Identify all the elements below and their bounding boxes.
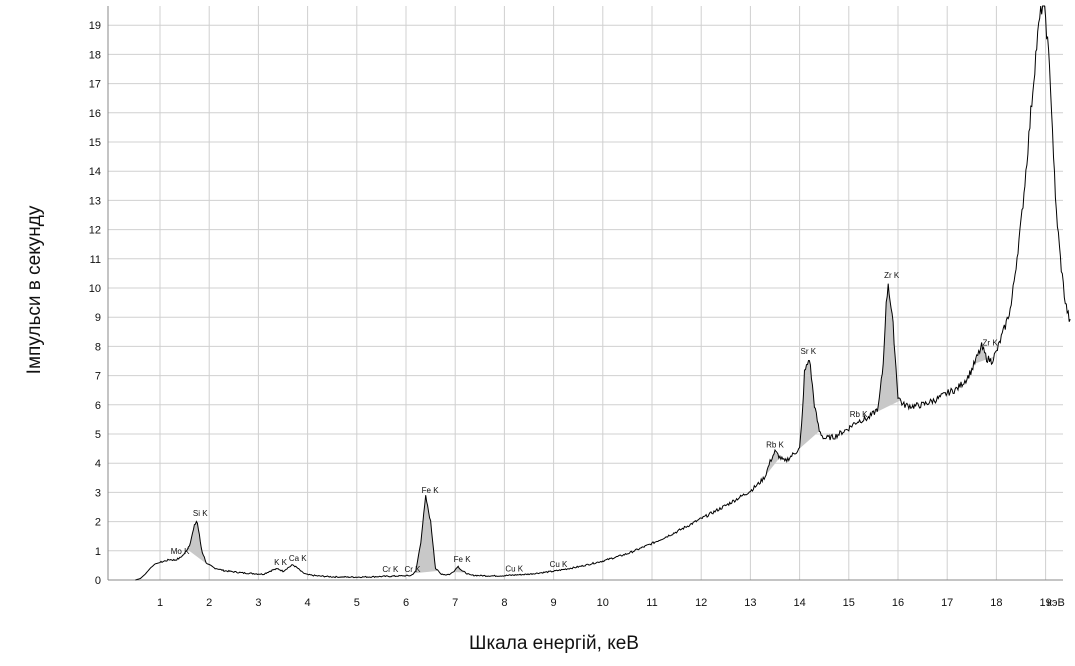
y-tick-label: 3: [95, 487, 101, 499]
x-tick-label: 14: [793, 597, 805, 609]
x-tick-label: 9: [551, 597, 557, 609]
y-tick-label: 18: [89, 49, 101, 61]
x-tick-label: 1: [157, 597, 163, 609]
peak-fill: [413, 499, 438, 574]
y-tick-label: 5: [95, 429, 101, 441]
y-tick-label: 1: [95, 546, 101, 558]
spectrum-line: [135, 5, 1071, 581]
peak-label: Rb K: [850, 410, 868, 419]
y-tick-label: 6: [95, 400, 101, 412]
peak-label: Cr K: [404, 565, 421, 574]
grid: [107, 6, 1063, 581]
x-tick-label: 6: [403, 597, 409, 609]
peak-fill: [762, 452, 780, 480]
x-tick-label: 2: [206, 597, 212, 609]
y-tick-label: 12: [89, 225, 101, 237]
peak-label: Si K: [193, 509, 208, 518]
y-tick-label: 2: [95, 517, 101, 529]
y-tick-label: 7: [95, 371, 101, 383]
x-tick-label: 7: [452, 597, 458, 609]
x-tick-label: 12: [695, 597, 707, 609]
y-tick-label: 16: [89, 108, 101, 120]
x-tick-label: 15: [843, 597, 855, 609]
y-axis-title: Імпульси в секунду: [24, 205, 45, 374]
x-tick-label: 4: [305, 597, 311, 609]
x-tick-label: 5: [354, 597, 360, 609]
y-tick-label: 8: [95, 341, 101, 353]
y-tick-label: 4: [95, 458, 101, 470]
peak-label: Zr K: [884, 271, 900, 280]
peak-label: Zr K: [983, 338, 999, 347]
y-tick-label: 19: [89, 20, 101, 32]
peak-label: Cu K: [505, 565, 523, 574]
y-tick-label: 17: [89, 79, 101, 91]
peak-label: Ca K: [289, 554, 307, 563]
peak-fill: [873, 282, 901, 414]
peak-label: Cr K: [382, 565, 399, 574]
peak-fill: [797, 359, 820, 451]
y-tick-label: 13: [89, 195, 101, 207]
x-tick-label: 19: [1039, 597, 1051, 609]
y-tick-label: 0: [95, 575, 101, 587]
x-tick-label: 8: [501, 597, 507, 609]
y-tick-label: 10: [89, 283, 101, 295]
x-tick-label: 13: [744, 597, 756, 609]
x-tick-label: 18: [990, 597, 1002, 609]
x-unit-label: кэВ: [1047, 597, 1065, 609]
peak-fills: [187, 282, 994, 574]
x-tick-label: 11: [646, 597, 657, 609]
x-tick-label: 17: [941, 597, 953, 609]
x-tick-labels: 1 2 3 4 5 6 7 8 9 10 11 12 13 14 15 16 17 18 19: [157, 597, 1052, 609]
x-axis-title: Шкала енергій, кеВ: [469, 633, 639, 654]
peak-labels: Mo K Si K K K Ca K Cr K Cr K Fe K Fe K Cu K Cu K R…: [171, 271, 999, 574]
x-tick-label: 10: [597, 597, 609, 609]
peak-label: Sr K: [801, 347, 817, 356]
y-tick-label: 9: [95, 312, 101, 324]
y-tick-label: 14: [89, 166, 101, 178]
peak-label: K K: [274, 558, 288, 567]
x-tick-label: 3: [255, 597, 261, 609]
x-tick-label: 16: [892, 597, 904, 609]
peak-label: Mo K: [171, 547, 190, 556]
peak-fill: [974, 347, 994, 364]
y-tick-label: 15: [89, 137, 101, 149]
peak-label: Fe K: [454, 555, 472, 564]
peak-fill: [187, 520, 207, 564]
peak-label: Cu K: [550, 560, 568, 569]
y-tick-label: 11: [90, 254, 101, 266]
peak-label: Fe K: [422, 486, 440, 495]
peak-label: Rb K: [766, 441, 784, 450]
